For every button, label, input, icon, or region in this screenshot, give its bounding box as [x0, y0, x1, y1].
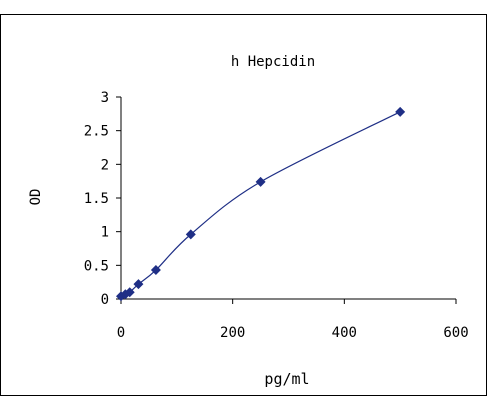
chart-title: h Hepcidin — [231, 54, 315, 70]
data-point — [133, 279, 144, 290]
x-tick-label: 200 — [220, 325, 245, 341]
data-point — [150, 265, 161, 276]
data-point — [185, 229, 196, 240]
data-point — [124, 287, 135, 298]
data-point — [255, 176, 266, 187]
y-tick-label: 2 — [101, 157, 109, 173]
y-tick-label: 2.5 — [84, 124, 109, 140]
y-axis-ticks: 0 0.5 1 1.5 2 2.5 3 — [84, 90, 121, 308]
x-tick-label: 400 — [332, 325, 357, 341]
x-tick-label: 0 — [117, 325, 125, 341]
x-axis-label: pg/ml — [264, 370, 309, 388]
x-axis-ticks: 0 200 400 600 — [117, 299, 469, 341]
series-markers — [116, 106, 406, 302]
y-tick-label: 3 — [101, 90, 109, 106]
y-tick-label: 0 — [101, 292, 109, 308]
chart-border — [0, 14, 487, 396]
y-axis-label: OD — [28, 189, 44, 206]
y-tick-label: 1.5 — [84, 191, 109, 207]
y-tick-label: 0.5 — [84, 258, 109, 274]
x-tick-label: 600 — [443, 325, 468, 341]
y-tick-label: 1 — [101, 225, 109, 241]
data-point — [395, 106, 406, 117]
